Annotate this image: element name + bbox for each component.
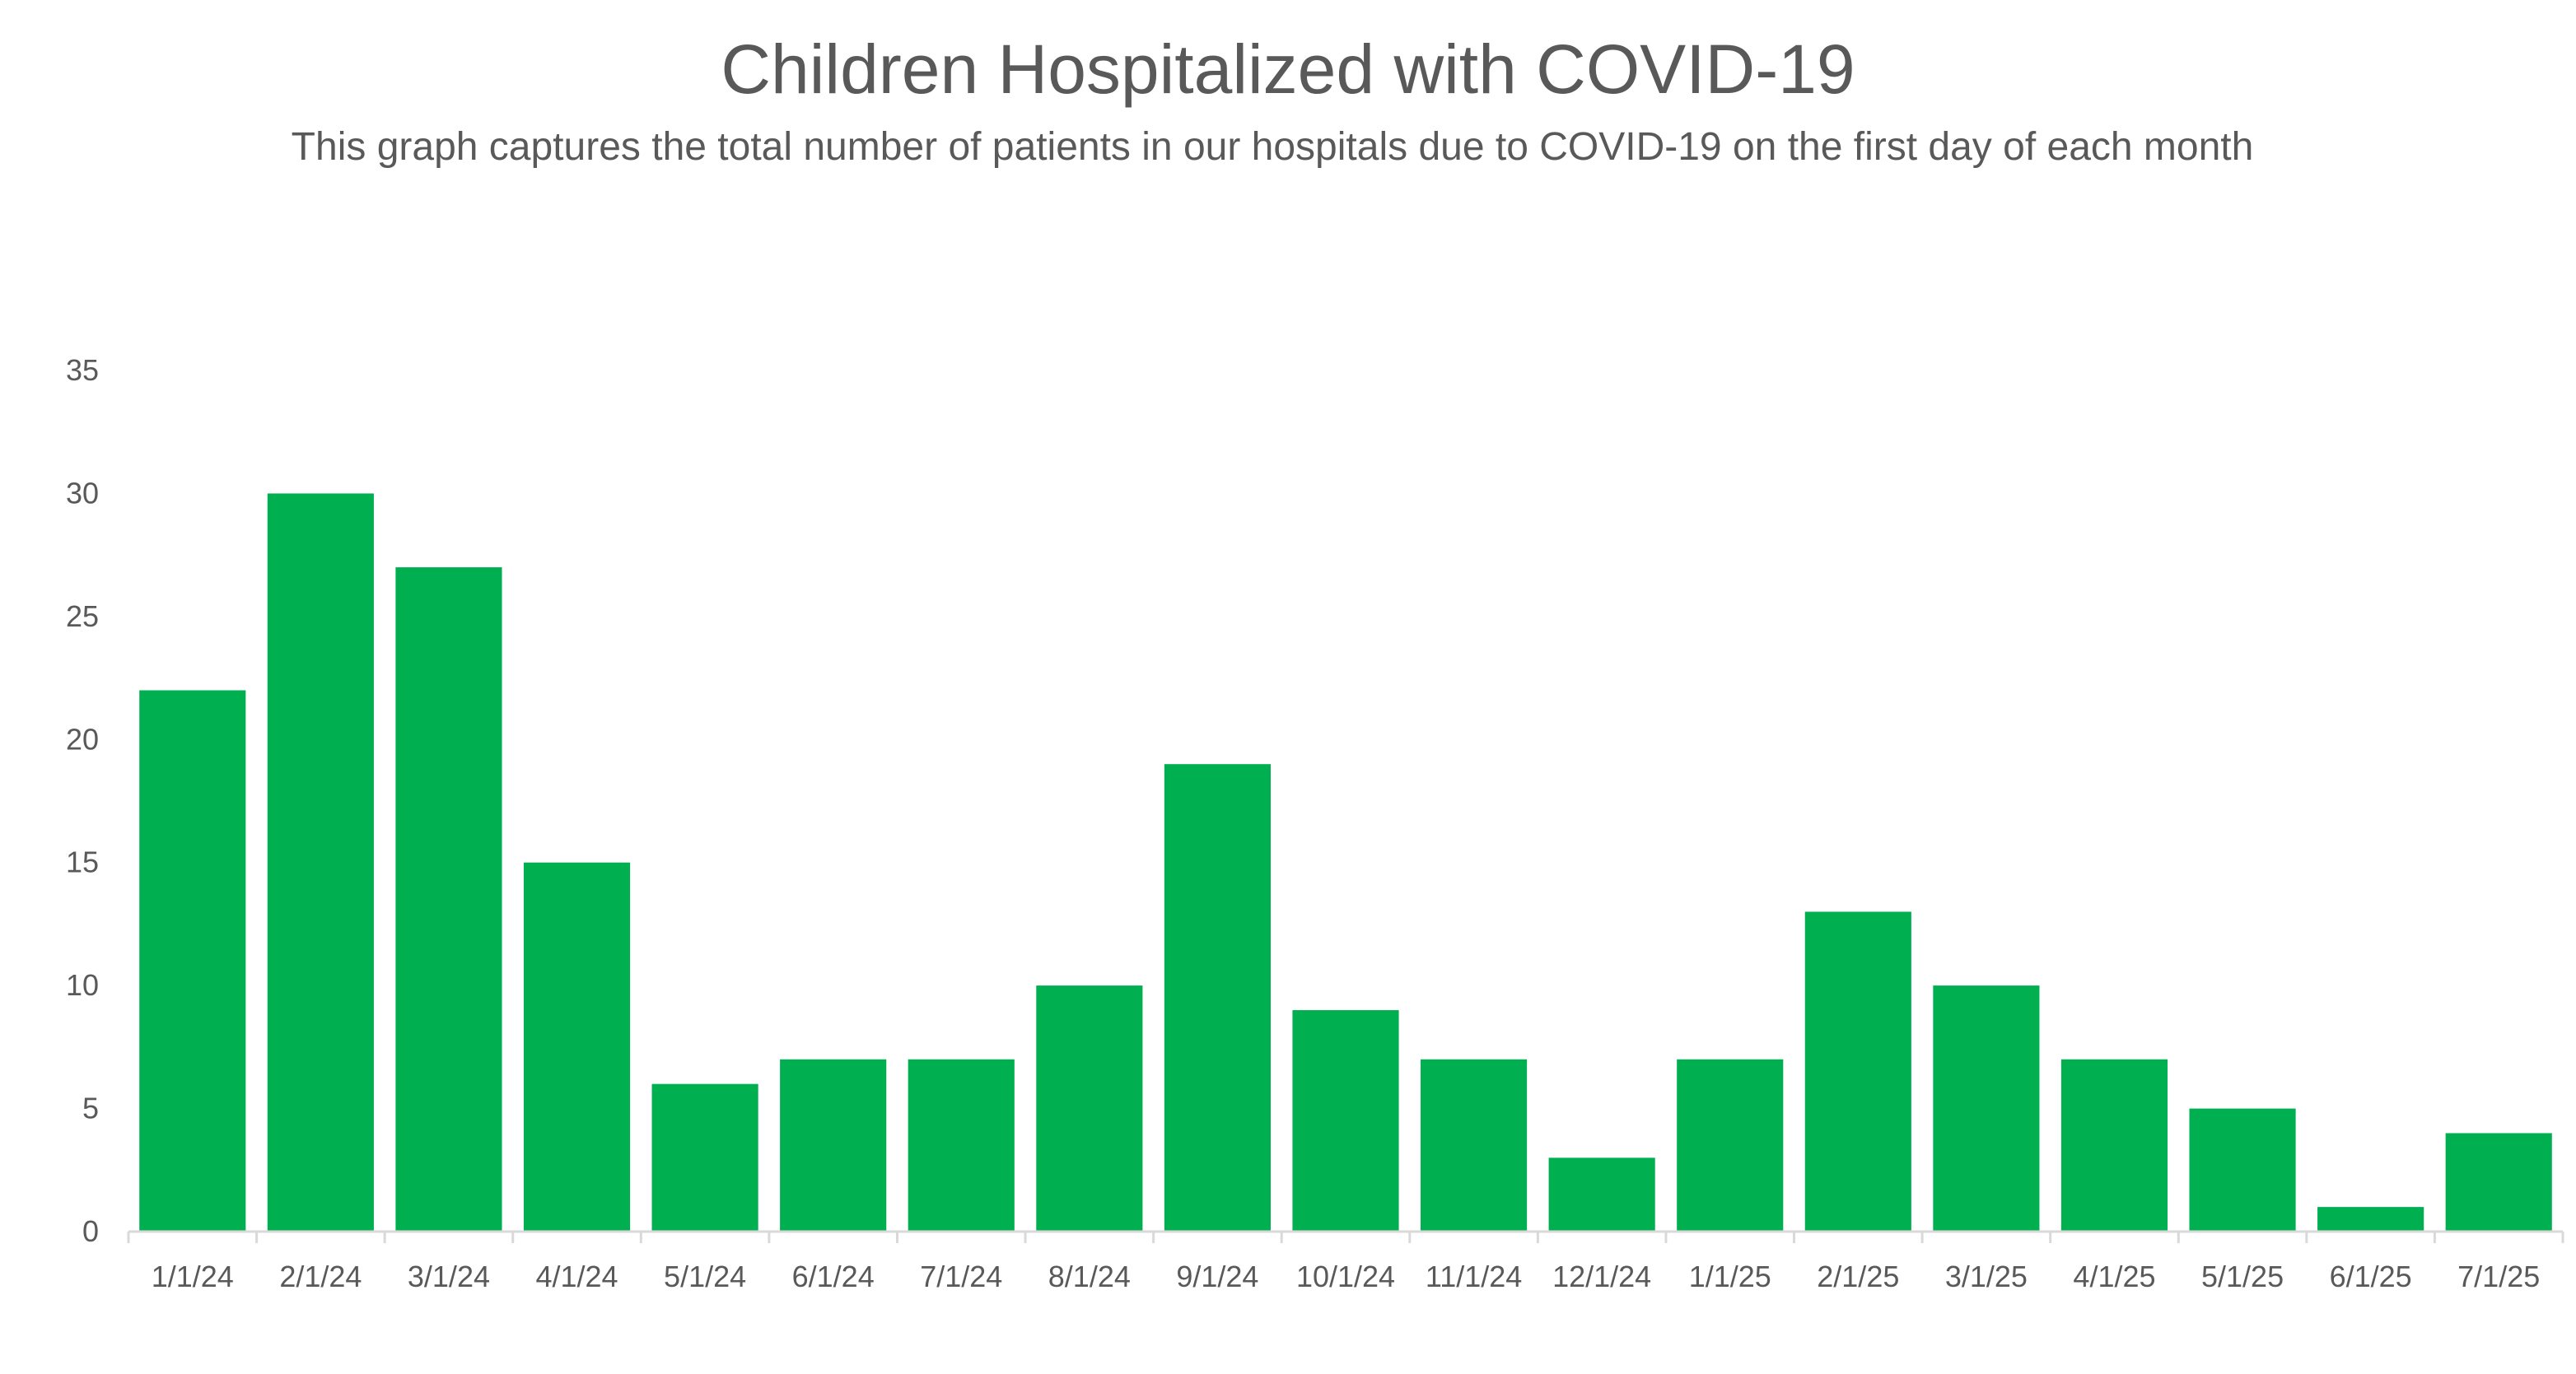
y-tick-label: 20	[66, 722, 99, 756]
bar	[1292, 1010, 1399, 1232]
bar	[267, 493, 374, 1232]
x-tick-label: 9/1/24	[1176, 1260, 1258, 1293]
x-tick-label: 5/1/25	[2201, 1260, 2284, 1293]
bar	[2445, 1133, 2552, 1232]
x-tick-label: 1/1/25	[1689, 1260, 1771, 1293]
bar	[1804, 911, 1911, 1232]
y-tick-label: 5	[82, 1092, 99, 1125]
x-tick-label: 6/1/24	[792, 1260, 875, 1293]
bar	[908, 1059, 1015, 1232]
x-tick-label: 2/1/24	[279, 1260, 362, 1293]
x-tick-label: 3/1/25	[1945, 1260, 2028, 1293]
chart-subtitle: This graph captures the total number of …	[291, 125, 2254, 169]
bar	[780, 1059, 887, 1232]
y-tick-label: 25	[66, 599, 99, 633]
bar	[395, 567, 502, 1232]
bar	[2189, 1108, 2296, 1232]
y-tick-label: 15	[66, 845, 99, 879]
bar	[523, 862, 631, 1232]
y-tick-label: 30	[66, 476, 99, 510]
x-tick-label: 4/1/25	[2073, 1260, 2155, 1293]
bar	[1164, 764, 1271, 1232]
x-tick-label: 7/1/24	[920, 1260, 1002, 1293]
bar	[2317, 1207, 2424, 1232]
bar	[651, 1083, 758, 1232]
x-tick-label: 3/1/24	[408, 1260, 490, 1293]
bar	[2060, 1059, 2168, 1232]
bar	[1677, 1059, 1784, 1232]
bar-series	[139, 493, 2552, 1232]
bar	[1421, 1059, 1528, 1232]
bar	[139, 690, 246, 1232]
x-tick-label: 6/1/25	[2330, 1260, 2412, 1293]
y-tick-label: 10	[66, 968, 99, 1002]
bar	[1933, 985, 2040, 1232]
x-tick-label: 8/1/24	[1048, 1260, 1131, 1293]
x-tick-label: 2/1/25	[1817, 1260, 1899, 1293]
x-axis-ticks: 1/1/24 2/1/24 3/1/24 4/1/24 5/1/24 6/1/24 7/1/…	[152, 1260, 2541, 1293]
x-axis	[127, 1230, 2564, 1243]
x-tick-label: 4/1/24	[535, 1260, 618, 1293]
bar	[1036, 985, 1143, 1232]
x-tick-label: 5/1/24	[664, 1260, 746, 1293]
x-tick-label: 12/1/24	[1552, 1260, 1651, 1293]
bar	[1548, 1157, 1655, 1232]
x-tick-label: 10/1/24	[1296, 1260, 1395, 1293]
x-tick-label: 7/1/25	[2457, 1260, 2540, 1293]
y-tick-label: 35	[66, 353, 99, 387]
x-tick-label: 11/1/24	[1426, 1260, 1522, 1293]
y-axis-ticks: 0 5 10 15 20 25 30 35	[66, 353, 99, 1248]
y-tick-label: 0	[82, 1214, 99, 1248]
chart-title: Children Hospitalized with COVID-19	[721, 30, 1855, 108]
x-tick-label: 1/1/24	[152, 1260, 234, 1293]
